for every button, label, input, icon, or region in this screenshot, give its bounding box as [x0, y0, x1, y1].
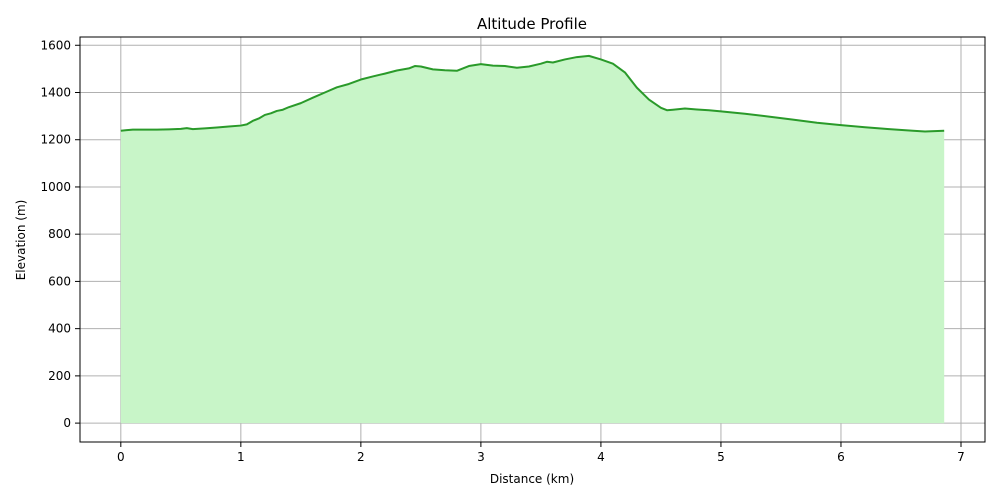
- x-axis: 0 1 2 3 4 5 6 7: [117, 442, 965, 464]
- x-tick-label: 5: [717, 450, 725, 464]
- plot-frame: [79, 36, 986, 443]
- x-tick-label: 2: [357, 450, 365, 464]
- y-tick-label: 0: [63, 416, 71, 430]
- elevation-line: [120, 54, 945, 133]
- x-tick-label: 7: [957, 450, 965, 464]
- y-tick-label: 200: [48, 369, 71, 383]
- chart-title: Altitude Profile: [477, 15, 587, 33]
- x-axis-label: Distance (km): [490, 472, 574, 486]
- x-tick-label: 3: [477, 450, 485, 464]
- x-tick-label: 0: [117, 450, 125, 464]
- x-tick-label: 6: [837, 450, 845, 464]
- x-tick-label: 1: [237, 450, 245, 464]
- y-tick-label: 1000: [40, 180, 71, 194]
- x-tick-label: 4: [597, 450, 605, 464]
- y-tick-label: 600: [48, 274, 71, 288]
- y-axis-label: Elevation (m): [14, 200, 28, 281]
- y-tick-label: 400: [48, 322, 71, 336]
- y-tick-label: 1600: [40, 38, 71, 52]
- elevation-area: [120, 55, 945, 424]
- y-tick-label: 800: [48, 227, 71, 241]
- y-tick-label: 1200: [40, 133, 71, 147]
- y-axis: 0 200 400 600 800 1000 1200 1400 1600: [40, 38, 80, 430]
- y-tick-label: 1400: [40, 85, 71, 99]
